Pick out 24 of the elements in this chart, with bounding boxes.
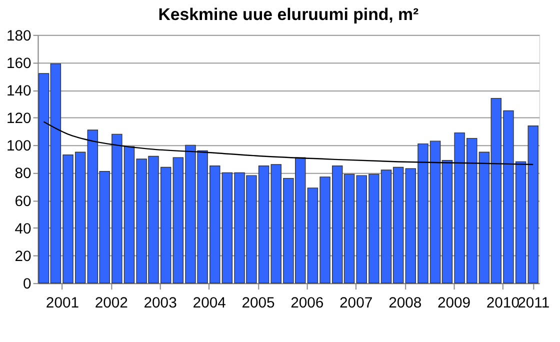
x-tick-label: 2002 — [94, 295, 128, 312]
y-tick-label: 160 — [6, 56, 32, 72]
chart-title: Keskmine uue eluruumi pind, m² — [158, 4, 420, 24]
y-tick-label: 180 — [6, 28, 32, 44]
x-tick-label: 2007 — [340, 295, 373, 312]
x-tick-label: 2001 — [46, 295, 80, 312]
x-tick-label: 2010 — [486, 295, 520, 312]
y-tick-label: 140 — [6, 84, 32, 100]
y-tick-label: 20 — [14, 248, 32, 265]
x-tick-label: 2006 — [290, 295, 324, 312]
y-tick-label: 120 — [6, 111, 32, 128]
x-tick-label: 2004 — [192, 295, 226, 312]
x-tick-label: 2005 — [242, 295, 275, 312]
y-tick-label: 60 — [14, 194, 32, 210]
y-tick-label: 80 — [14, 166, 32, 182]
y-tick-label: 0 — [22, 276, 32, 293]
line-series — [43, 121, 534, 166]
y-tick-label: 40 — [14, 221, 32, 238]
bar — [528, 126, 538, 284]
y-tick-label: 100 — [6, 138, 32, 155]
x-tick-label: 2008 — [388, 295, 422, 312]
x-tick-label: 2009 — [437, 295, 471, 312]
x-tick-label: 2003 — [144, 295, 177, 312]
x-tick-label: 2011 — [518, 295, 550, 312]
